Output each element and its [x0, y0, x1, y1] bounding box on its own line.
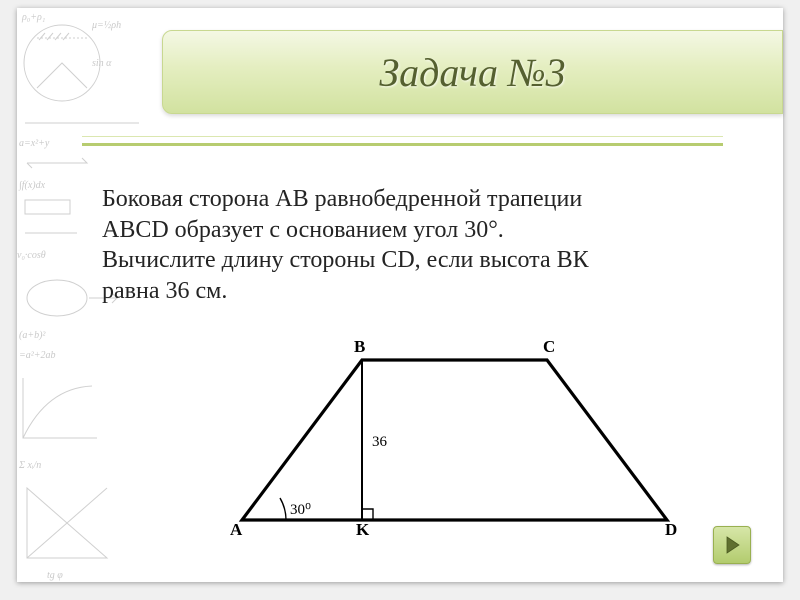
svg-text:B: B	[354, 337, 365, 356]
svg-text:∫f(x)dx: ∫f(x)dx	[18, 180, 46, 191]
problem-line: равна 36 см.	[102, 276, 719, 307]
slide: ρ₀+ρ₁ μ=½ρh sin α a=x²+y ∫f(x)dx v₀·cosθ…	[17, 8, 783, 582]
next-slide-button[interactable]	[713, 526, 751, 564]
title-underline	[82, 136, 723, 146]
svg-text:=a²+2ab: =a²+2ab	[19, 350, 56, 361]
svg-text:K: K	[356, 520, 370, 539]
problem-line: Вычислите длину стороны СD, если высота …	[102, 245, 719, 276]
svg-text:ρ₀+ρ₁: ρ₀+ρ₁	[21, 12, 45, 23]
svg-text:(a+b)²: (a+b)²	[19, 330, 46, 341]
svg-text:a=x²+y: a=x²+y	[19, 138, 50, 149]
problem-line: Боковая сторона АВ равнобедренной трапец…	[102, 184, 719, 215]
svg-text:D: D	[665, 520, 677, 539]
slide-title: Задача №3	[379, 49, 565, 96]
trapezoid-diagram: A B C D K 36 30⁰	[227, 330, 677, 545]
arrow-right-icon	[721, 534, 743, 556]
svg-text:Σ xᵢ/n: Σ xᵢ/n	[18, 460, 41, 471]
title-banner: Задача №3	[162, 30, 783, 114]
svg-text:30⁰: 30⁰	[290, 502, 311, 518]
svg-text:tg φ: tg φ	[47, 570, 63, 581]
svg-text:sin α: sin α	[92, 58, 112, 69]
svg-text:A: A	[230, 520, 243, 539]
problem-text: Боковая сторона АВ равнобедренной трапец…	[102, 184, 719, 307]
problem-line: АВСD образует с основанием угол 30°.	[102, 215, 719, 246]
svg-text:C: C	[543, 337, 555, 356]
svg-text:μ=½ρh: μ=½ρh	[91, 20, 121, 31]
svg-text:v₀·cosθ: v₀·cosθ	[17, 250, 46, 261]
svg-text:36: 36	[372, 434, 388, 450]
